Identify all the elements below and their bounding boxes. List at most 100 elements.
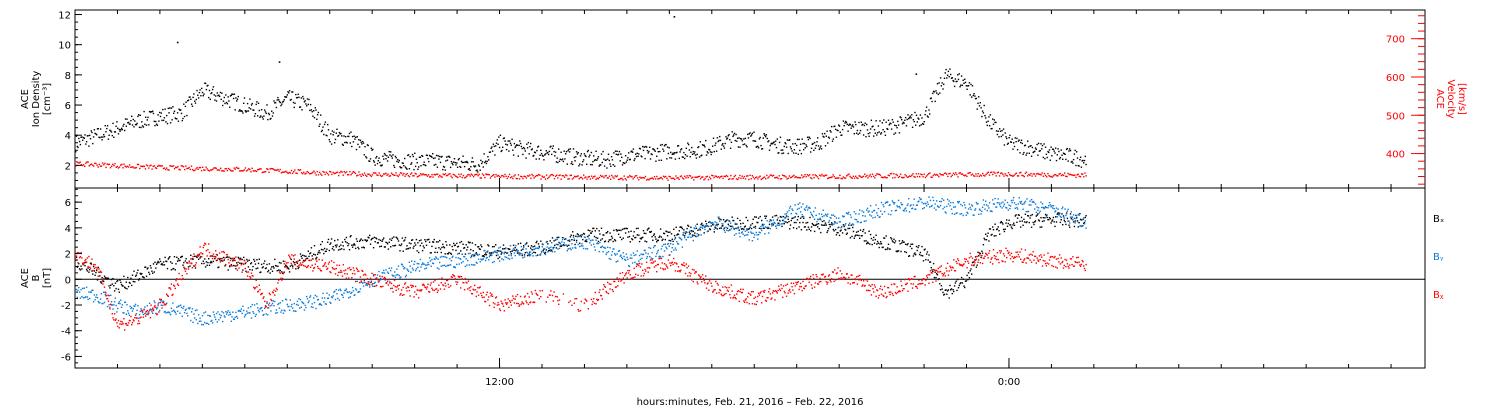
data-point (940, 85, 943, 87)
data-point (211, 92, 213, 94)
data-point (1036, 143, 1038, 146)
data-point (1053, 174, 1056, 176)
data-point (324, 250, 327, 253)
data-point (803, 148, 805, 151)
data-point (139, 310, 141, 312)
data-point (427, 174, 430, 176)
outlier-point (915, 73, 918, 75)
data-point (260, 263, 263, 266)
data-point (849, 237, 852, 239)
data-point (491, 246, 494, 248)
data-point (534, 252, 537, 254)
data-point (300, 172, 303, 174)
data-point (190, 165, 193, 167)
data-point (368, 281, 370, 283)
data-point (931, 100, 933, 103)
data-point (632, 178, 634, 180)
data-point (476, 169, 478, 171)
data-point (819, 217, 821, 219)
data-point (152, 272, 154, 274)
data-point (946, 77, 948, 79)
data-point (735, 233, 737, 235)
data-point (642, 230, 645, 232)
data-point (89, 297, 91, 300)
data-point (1041, 172, 1043, 174)
data-point (116, 280, 118, 283)
data-point (390, 246, 392, 248)
y-tick-label: 4 (65, 131, 71, 142)
data-point (241, 312, 243, 315)
data-point (659, 177, 661, 179)
data-point (270, 167, 272, 170)
data-point (630, 254, 632, 256)
data-point (195, 168, 197, 170)
data-point (694, 232, 696, 234)
data-point (427, 261, 429, 264)
data-point (155, 123, 158, 125)
data-point (579, 242, 581, 244)
data-point (278, 261, 281, 264)
data-point (1012, 175, 1014, 177)
data-point (1019, 201, 1021, 203)
data-point (364, 239, 366, 241)
data-point (490, 254, 492, 256)
data-point (684, 232, 687, 235)
data-point (463, 247, 465, 249)
data-point (995, 175, 997, 177)
data-point (590, 232, 593, 234)
data-point (602, 251, 604, 253)
data-point (752, 232, 754, 234)
data-point (687, 225, 690, 227)
data-point (914, 176, 916, 178)
data-point (723, 229, 726, 232)
data-point (648, 150, 650, 153)
data-point (495, 173, 497, 176)
data-point (919, 176, 921, 178)
data-point (959, 282, 961, 285)
data-point (361, 173, 363, 175)
data-point (918, 245, 920, 247)
data-point (320, 114, 322, 116)
data-point (897, 250, 899, 252)
data-point (843, 225, 845, 228)
data-point (485, 173, 487, 175)
data-point (280, 172, 283, 174)
data-point (330, 133, 332, 135)
data-point (871, 126, 873, 128)
data-point (335, 132, 337, 134)
data-point (201, 262, 203, 265)
data-point (212, 168, 214, 170)
data-point (476, 253, 478, 255)
data-point (870, 215, 873, 217)
data-point (882, 176, 884, 179)
data-point (894, 240, 897, 242)
data-point (279, 168, 281, 171)
data-point (785, 146, 788, 148)
data-point (503, 137, 505, 139)
data-point (843, 215, 845, 218)
data-point (281, 271, 283, 273)
data-point (969, 171, 971, 174)
data-point (372, 273, 375, 276)
data-point (694, 235, 697, 237)
data-point (436, 166, 439, 168)
data-point (752, 218, 754, 220)
data-point (124, 301, 126, 304)
data-point (404, 236, 407, 239)
data-point (775, 225, 777, 227)
data-point (131, 306, 133, 309)
data-point (1025, 210, 1027, 213)
data-point (687, 236, 689, 238)
data-point (663, 232, 665, 234)
data-point (386, 243, 389, 245)
data-point (360, 141, 362, 143)
data-point (395, 172, 397, 174)
data-point (232, 318, 235, 320)
data-point (890, 237, 892, 239)
data-point (330, 242, 332, 244)
data-point (503, 253, 505, 255)
data-point (1044, 174, 1047, 177)
data-point (278, 302, 280, 305)
data-point (197, 322, 199, 325)
data-point (953, 85, 956, 88)
